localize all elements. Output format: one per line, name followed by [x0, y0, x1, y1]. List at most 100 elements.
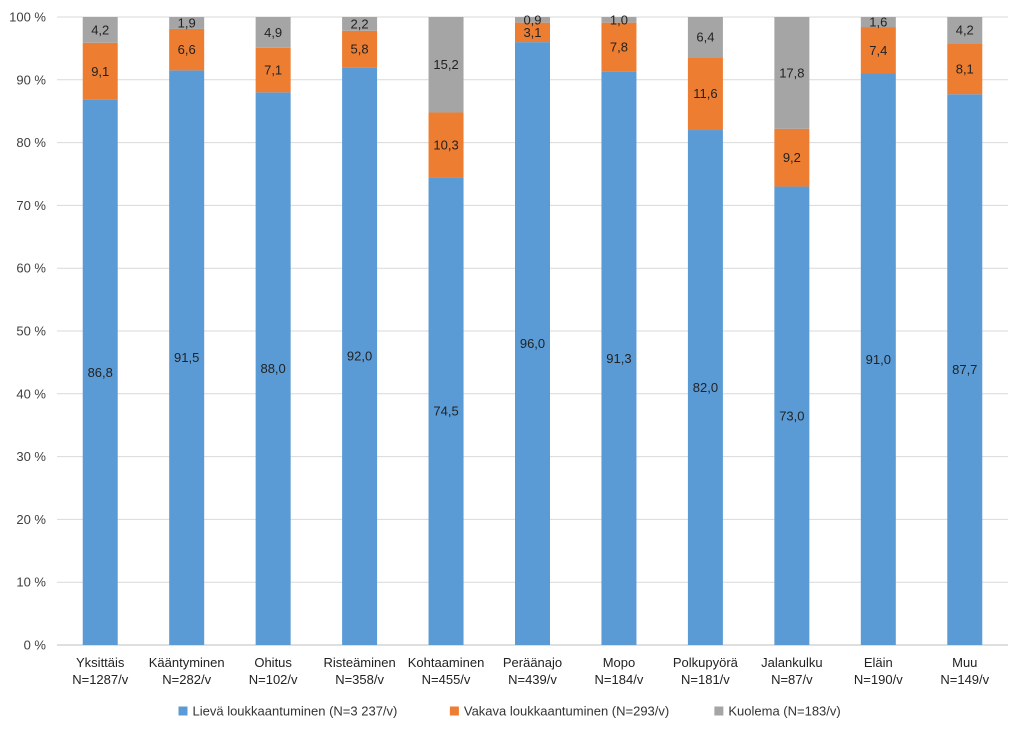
x-tick-label: Ohitus [254, 655, 292, 670]
bar-segment [601, 71, 637, 646]
x-tick-label: Mopo [603, 655, 636, 670]
data-label: 7,4 [869, 43, 887, 58]
data-label: 73,0 [779, 408, 804, 423]
y-axis: 0 % 10 % 20 % 30 % 40 % 50 % 60 % 70 % 80 % 90 % 1… [9, 10, 46, 653]
bar-segment [342, 30, 378, 68]
bar-segment [515, 42, 550, 646]
x-tick-label: N=184/v [595, 672, 644, 687]
x-tick-label: N=87/v [771, 672, 813, 687]
legend-label: Vakava loukkaantuminen (N=293/v) [464, 704, 669, 719]
data-label: 74,5 [433, 404, 458, 419]
data-label: 88,0 [260, 361, 285, 376]
bar-segment [774, 186, 810, 645]
legend-swatch [714, 706, 724, 716]
x-tick-label: N=358/v [335, 672, 384, 687]
data-label: 11,6 [693, 86, 717, 101]
data-label: 3,1 [523, 25, 541, 40]
legend-swatch [178, 706, 188, 716]
bars: 86,8 9,1 4,2 91,5 6,6 1,9 88,0 7,1 4,9 92,0 5,8 2,2… [82, 12, 983, 646]
x-tick-label: Muu [952, 655, 977, 670]
x-tick-label: Jalankulku [761, 655, 822, 670]
bar-segment [601, 17, 637, 23]
y-tick-label: 40 % [16, 386, 46, 401]
bar-segment [947, 43, 983, 95]
data-label: 6,4 [696, 30, 714, 45]
data-label: 5,8 [351, 42, 369, 57]
data-label: 91,0 [866, 352, 891, 367]
bar-segment [428, 112, 464, 178]
x-tick-label: Kohtaaminen [408, 655, 485, 670]
bar-segment [860, 73, 896, 645]
data-label: 8,1 [956, 61, 974, 76]
data-label: 2,2 [351, 16, 369, 31]
legend: Lievä loukkaantuminen (N=3 237/v) Vakava … [178, 704, 841, 719]
bar-segment [255, 17, 291, 48]
data-label: 87,7 [952, 362, 977, 377]
x-tick-label: N=149/v [940, 672, 989, 687]
bar-segment [687, 130, 723, 646]
y-tick-label: 20 % [16, 512, 46, 527]
data-label: 4,2 [956, 23, 974, 38]
bar-segment [515, 22, 550, 43]
data-label: 91,3 [606, 351, 631, 366]
data-label: 10,3 [433, 137, 458, 152]
y-tick-label: 60 % [16, 261, 46, 276]
x-tick-label: Risteäminen [323, 655, 395, 670]
bar-segment [774, 17, 810, 129]
data-label: 15,2 [433, 57, 458, 72]
data-label: 9,1 [91, 64, 109, 79]
data-label: 1,0 [610, 12, 628, 27]
x-tick-label: N=1287/v [72, 672, 129, 687]
y-tick-label: 90 % [16, 72, 46, 87]
y-tick-label: 50 % [16, 324, 46, 339]
x-tick-label: N=439/v [508, 672, 557, 687]
bar-segment [601, 22, 637, 72]
bar-segment [860, 17, 896, 28]
data-label: 1,6 [869, 15, 887, 30]
data-label: 17,8 [779, 65, 804, 80]
bar-segment [342, 67, 378, 646]
data-label: 92,0 [347, 349, 372, 364]
y-tick-label: 70 % [16, 198, 46, 213]
bar-segment [169, 70, 205, 645]
bar-segment [687, 57, 723, 131]
bar-segment [515, 17, 550, 23]
x-tick-label: N=190/v [854, 672, 903, 687]
data-label: 6,6 [178, 42, 196, 57]
data-label: 91,5 [174, 350, 199, 365]
bar-segment [255, 92, 291, 646]
data-label: 1,9 [178, 15, 196, 30]
x-tick-label: N=455/v [422, 672, 471, 687]
data-label: 0,9 [523, 12, 541, 27]
bar-segment [82, 17, 118, 43]
x-tick-label: N=102/v [249, 672, 298, 687]
bar-segment [169, 17, 205, 29]
data-label: 86,8 [88, 365, 113, 380]
bar-segment [82, 42, 118, 100]
data-label: 4,9 [264, 25, 282, 40]
bar-segment [82, 99, 118, 645]
x-tick-label: Peräänajo [503, 655, 562, 670]
bar-segment [255, 47, 291, 93]
data-label: 4,2 [91, 22, 109, 37]
bar-segment [774, 128, 810, 187]
bar-segment [342, 17, 378, 31]
x-tick-label: Polkupyörä [673, 655, 739, 670]
bar-segment [428, 17, 464, 113]
x-tick-label: N=282/v [162, 672, 211, 687]
data-label: 7,1 [264, 63, 282, 78]
data-label: 9,2 [783, 150, 801, 165]
data-label: 96,0 [520, 336, 545, 351]
bar-segment [947, 17, 983, 44]
bar-segment [428, 177, 464, 645]
x-axis: Yksittäis N=1287/v Kääntyminen N=282/v Ohitu… [72, 655, 989, 687]
y-tick-label: 0 % [24, 638, 47, 653]
legend-label: Lievä loukkaantuminen (N=3 237/v) [193, 704, 398, 719]
data-label: 7,8 [610, 40, 628, 55]
bar-segment [169, 28, 205, 71]
x-tick-label: N=181/v [681, 672, 730, 687]
y-tick-label: 10 % [16, 575, 46, 590]
y-tick-label: 80 % [16, 135, 46, 150]
data-label: 82,0 [693, 380, 718, 395]
